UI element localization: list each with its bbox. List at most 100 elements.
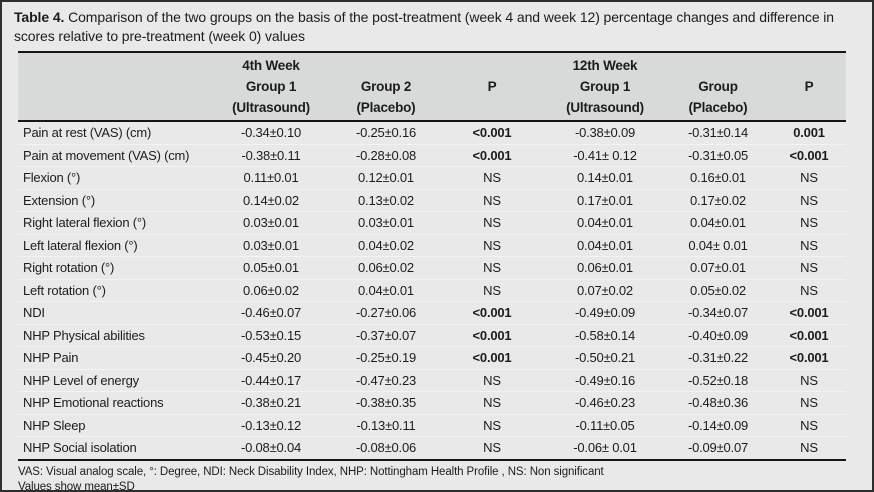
value-cell: 0.04±0.02 xyxy=(334,234,438,257)
value-cell: -0.48±0.36 xyxy=(664,391,772,415)
p-value-cell: NS xyxy=(772,414,846,437)
table-row: Left lateral flexion (°) 0.03±0.01 0.04±0.… xyxy=(18,234,846,257)
value-cell: 0.04± 0.01 xyxy=(664,234,772,257)
value-cell: -0.44±0.17 xyxy=(208,369,334,392)
col-header-w12-group2: Group xyxy=(698,79,738,94)
week4-header: 4th Week xyxy=(242,58,300,73)
table-row: NHP Pain -0.45±0.20 -0.25±0.19 <0.001 -0.50±… xyxy=(18,346,846,370)
row-label: Pain at movement (VAS) (cm) xyxy=(18,144,208,167)
p-value-cell: NS xyxy=(772,391,846,415)
value-cell: -0.41± 0.12 xyxy=(546,144,664,167)
value-cell: -0.11±0.05 xyxy=(546,414,664,437)
row-label: Right rotation (°) xyxy=(18,256,208,280)
week12-header: 12th Week xyxy=(572,58,638,73)
value-cell: 0.03±0.01 xyxy=(208,234,334,257)
value-cell: -0.52±0.18 xyxy=(664,369,772,392)
col-header-w4-group2: Group 2 xyxy=(360,79,412,94)
p-value-cell: NS xyxy=(772,189,846,212)
p-value-cell: <0.001 xyxy=(772,324,846,347)
empty-header-cell xyxy=(18,76,208,97)
empty-header-cell xyxy=(334,52,438,76)
p-value-cell: NS xyxy=(438,369,546,392)
table-row: Pain at rest (VAS) (cm) -0.34±0.10 -0.25±0… xyxy=(18,121,846,145)
value-cell: -0.31±0.14 xyxy=(664,121,772,145)
value-cell: -0.49±0.16 xyxy=(546,369,664,392)
row-label: Extension (°) xyxy=(18,189,208,212)
value-cell: -0.34±0.07 xyxy=(664,301,772,325)
p-value-cell: NS xyxy=(438,391,546,415)
p-value-cell: NS xyxy=(772,234,846,257)
value-cell: 0.06±0.01 xyxy=(546,256,664,280)
p-value-cell: <0.001 xyxy=(438,121,546,145)
table-row: Right lateral flexion (°) 0.03±0.01 0.03±0… xyxy=(18,211,846,235)
p-value-cell: NS xyxy=(438,414,546,437)
value-cell: 0.06±0.02 xyxy=(334,256,438,280)
row-label: Flexion (°) xyxy=(18,166,208,190)
col-header-w12-p: P xyxy=(804,79,814,94)
value-cell: -0.38±0.11 xyxy=(208,144,334,167)
table-footnotes: VAS: Visual analog scale, °: Degree, NDI… xyxy=(18,465,846,492)
value-cell: 0.07±0.02 xyxy=(546,279,664,302)
value-cell: 0.05±0.01 xyxy=(208,256,334,280)
p-value-cell: NS xyxy=(772,166,846,190)
value-cell: -0.38±0.09 xyxy=(546,121,664,145)
table-row: NHP Physical abilities -0.53±0.15 -0.37±0.… xyxy=(18,324,846,347)
value-cell: 0.17±0.01 xyxy=(546,189,664,212)
value-cell: -0.08±0.04 xyxy=(240,440,302,455)
value-cell: 0.05±0.02 xyxy=(664,279,772,302)
p-value-cell: 0.001 xyxy=(772,121,846,145)
value-cell: -0.58±0.14 xyxy=(546,324,664,347)
value-cell: -0.50±0.21 xyxy=(546,346,664,370)
p-value-cell: NS xyxy=(772,256,846,280)
p-value-cell: NS xyxy=(438,166,546,190)
value-cell: -0.38±0.35 xyxy=(334,391,438,415)
table-body: Pain at rest (VAS) (cm) -0.34±0.10 -0.25±0… xyxy=(18,121,846,460)
table-row: Flexion (°) 0.11±0.01 0.12±0.01 NS 0.14±0.01… xyxy=(18,166,846,190)
row-label: NHP Level of energy xyxy=(18,369,208,392)
value-cell: 0.04±0.01 xyxy=(664,211,772,235)
value-cell: 0.04±0.01 xyxy=(546,234,664,257)
value-cell: -0.53±0.15 xyxy=(208,324,334,347)
p-value-cell: NS xyxy=(772,279,846,302)
table-header: 4th Week 12th Week Group 1 Group 2 P Gro… xyxy=(18,52,846,121)
col-subheader-w4-ultrasound: (Ultrasound) xyxy=(232,100,310,115)
value-cell: 0.16±0.01 xyxy=(664,166,772,190)
empty-header-cell xyxy=(438,52,546,76)
subgroup-header-row: (Ultrasound) (Placebo) (Ultrasound) (Pla… xyxy=(18,97,846,121)
col-subheader-w12-ultrasound: (Ultrasound) xyxy=(566,100,644,115)
table-row: NHP Emotional reactions -0.38±0.21 -0.38±0… xyxy=(18,391,846,415)
value-cell: -0.40±0.09 xyxy=(664,324,772,347)
value-cell: -0.08±0.06 xyxy=(355,440,417,455)
empty-header-cell xyxy=(772,52,846,76)
p-value-cell: NS xyxy=(772,369,846,392)
footnote-values-note: Values show mean±SD xyxy=(18,480,135,492)
value-cell: -0.25±0.19 xyxy=(334,346,438,370)
col-header-w4-p: P xyxy=(487,79,497,94)
value-cell: -0.13±0.12 xyxy=(208,414,334,437)
row-label: NHP Sleep xyxy=(18,414,208,437)
value-cell: -0.37±0.07 xyxy=(334,324,438,347)
table-number: Table 4. xyxy=(14,9,65,25)
value-cell: -0.34±0.10 xyxy=(208,121,334,145)
row-label: Pain at rest (VAS) (cm) xyxy=(18,121,208,145)
value-cell: 0.14±0.01 xyxy=(546,166,664,190)
table-row: NHP Level of energy -0.44±0.17 -0.47±0.23 N… xyxy=(18,369,846,392)
col-header-w4-group1: Group 1 xyxy=(245,79,297,94)
p-value-cell: NS xyxy=(483,440,501,455)
col-header-w12-group1: Group 1 xyxy=(579,79,631,94)
value-cell: 0.03±0.01 xyxy=(208,211,334,235)
value-cell: -0.27±0.06 xyxy=(334,301,438,325)
p-value-cell: NS xyxy=(438,211,546,235)
row-label: NHP Physical abilities xyxy=(18,324,208,347)
value-cell: -0.06± 0.01 xyxy=(573,440,637,455)
value-cell: -0.47±0.23 xyxy=(334,369,438,392)
value-cell: -0.25±0.16 xyxy=(334,121,438,145)
table-row: Pain at movement (VAS) (cm) -0.38±0.11 -0.… xyxy=(18,144,846,167)
row-label: NHP Emotional reactions xyxy=(18,391,208,415)
p-value-cell: <0.001 xyxy=(438,144,546,167)
value-cell: 0.14±0.02 xyxy=(208,189,334,212)
group-header-row: Group 1 Group 2 P Group 1 Group P xyxy=(18,76,846,97)
row-label: NHP Social isolation xyxy=(23,440,137,455)
value-cell: 0.04±0.01 xyxy=(546,211,664,235)
